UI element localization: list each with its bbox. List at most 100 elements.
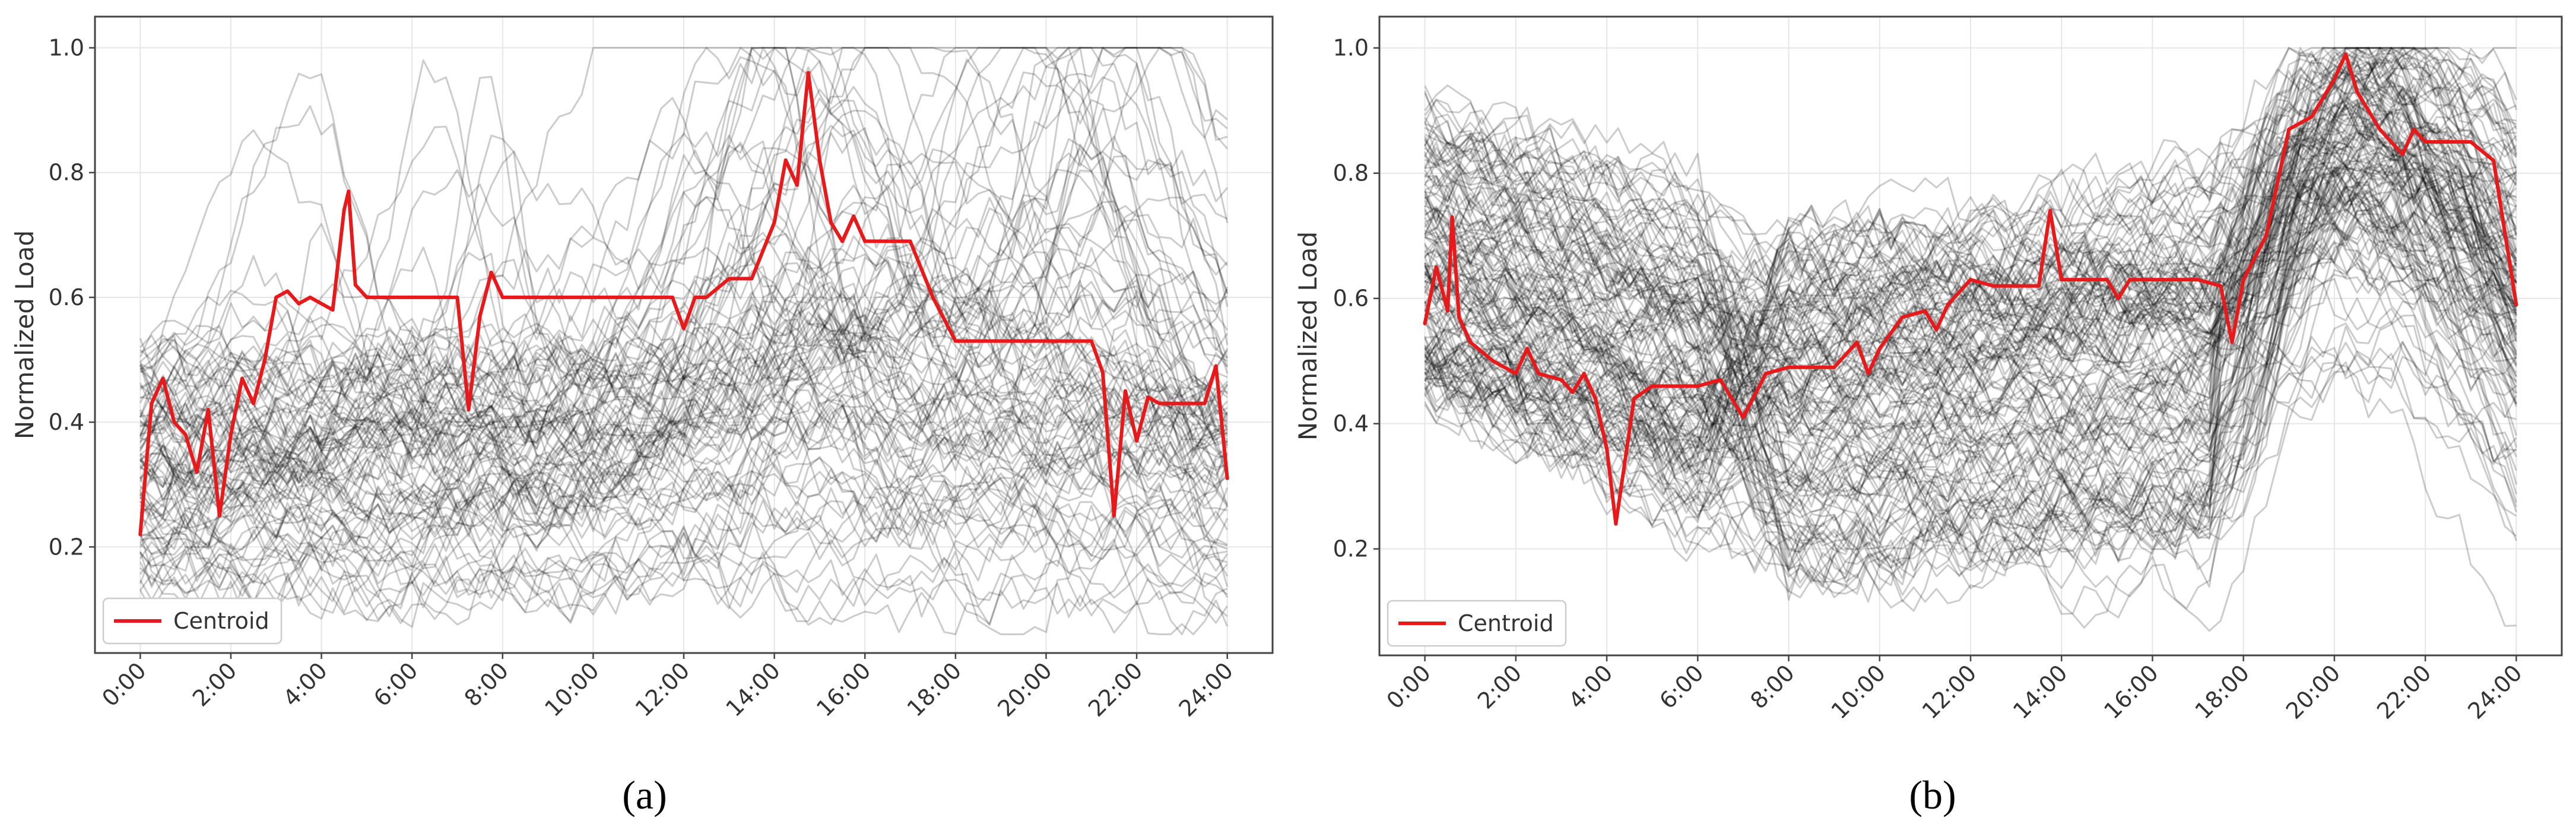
panel-a-member-curve-93 (139, 467, 1228, 624)
panel-a-centroid-point-41 (772, 220, 776, 224)
panel-a-member-curve-61 (139, 400, 1228, 626)
panel-b-centroid-point-8 (1525, 347, 1529, 351)
panel-b-member-curve-87 (1424, 159, 2517, 588)
panel-b-member-curve-109 (1424, 99, 2517, 421)
panel-a-member-curve-26 (139, 97, 1229, 463)
panel-a-centroid-point-23 (410, 295, 414, 299)
panel-b-member-curve-72 (1424, 135, 2517, 467)
panel-b-member-curve-131 (1424, 236, 2517, 494)
panel-b-centroid-point-6 (1491, 359, 1495, 363)
panel-b-centroid-point-58 (2423, 140, 2428, 144)
panel-b-member-curve-119 (1425, 71, 2517, 500)
panel-a-member-curve-85 (140, 310, 1228, 488)
panel-b-member-curve-112 (1425, 145, 2517, 385)
panel-b-member-curve-118 (1424, 104, 2517, 411)
panel-b-member-curve-4 (1424, 86, 2517, 492)
panel-a-x-tick-label-5: 10:00 (540, 657, 604, 722)
panel-b-member-curve-145 (1424, 166, 2517, 374)
panel-b-member-curve-128 (1424, 238, 2517, 558)
panel-a-member-curve-92 (139, 243, 1229, 440)
panel-b-centroid-point-48 (2241, 278, 2245, 282)
panel-a-centroid-point-26 (467, 408, 471, 412)
panel-a-member-curve-35 (139, 63, 1229, 412)
panel-a-member-curve-22 (139, 125, 1228, 416)
panel-b-member-curve-108 (1424, 47, 2517, 540)
panel-a-member-curve-56 (139, 232, 1228, 390)
panel-b-centroid-point-38 (2060, 278, 2064, 282)
panel-a-member-curve-50 (139, 201, 1228, 562)
panel-a-member-curve-57 (139, 494, 1228, 635)
panel-a-centroid-point-29 (500, 295, 505, 299)
panel-b-member-curve-126 (1424, 50, 2517, 474)
panel-a-member-curve-70 (139, 245, 1228, 470)
panel-b-member-curve-16 (1425, 184, 2517, 586)
panel-b-centroid-point-41 (2117, 296, 2120, 300)
panel-a-member-curve-4 (139, 156, 1228, 572)
panel-b-x-tick-label-12: 24:00 (2463, 660, 2527, 724)
panel-b-centroid-point-5 (1468, 340, 1473, 344)
panel-b-member-curve-101 (1424, 99, 2517, 427)
panel-b-member-curve-20 (1424, 196, 2517, 550)
panel-b-member-curve-138 (1424, 159, 2517, 366)
panel-a-centroid-point-63 (1180, 401, 1184, 405)
panel-b-member-curve-77 (1424, 163, 2517, 523)
panel-a-member-curve-63 (139, 352, 1228, 588)
panel-b-member-curve-18 (1424, 147, 2517, 336)
panel-b-member-curve-27 (1424, 47, 2517, 433)
panel-b-centroid-point-46 (2219, 284, 2223, 288)
panel-a-member-curve-30 (139, 47, 1228, 435)
panel-a-member-curve-24 (139, 196, 1228, 551)
panel-b-member-curve-146 (1424, 236, 2517, 471)
panel-b-member-curve-103 (1424, 175, 2517, 425)
panel-b-centroid-point-50 (2287, 127, 2291, 131)
panel-b-member-curve-132 (1424, 61, 2517, 554)
panel-a-member-curve-43 (139, 144, 1229, 511)
panel-b-member-curve-29 (1424, 47, 2517, 461)
panel-b-centroid-point-12 (1582, 372, 1586, 376)
panel-b-member-curve-76 (1424, 95, 2517, 436)
panel-b-centroid-point-3 (1450, 215, 1454, 219)
panel-a-member-curve-0 (139, 47, 1229, 403)
panel-b-centroid-point-29 (1901, 315, 1905, 319)
panel-b-member-curve-65 (1424, 108, 2517, 497)
panel-a-centroid-point-33 (591, 295, 595, 299)
panel-b-centroid-point-52 (2332, 77, 2336, 81)
panel-a-centroid-point-9 (240, 376, 244, 381)
panel-a-y-tick-label-2: 0.6 (49, 284, 84, 310)
panel-a-x-tick-label-6: 12:00 (630, 657, 695, 722)
panel-a-centroid-point-31 (523, 295, 527, 299)
panel-b-centroid-point-59 (2469, 140, 2473, 144)
panel-b-member-curve-69 (1424, 165, 2517, 399)
panel-a-member-curve-5 (140, 482, 1228, 579)
panel-b-member-curve-32 (1424, 220, 2517, 486)
panel-b-centroid-point-26 (1855, 340, 1859, 344)
panel-b-member-curve-64 (1424, 151, 2517, 515)
panel-a-x-tick-label-2: 4:00 (278, 657, 332, 711)
panel-a-centroid-point-36 (682, 327, 686, 331)
panel-b-member-curve-43 (1424, 135, 2517, 527)
panel-a-member-curve-87 (139, 395, 1228, 546)
panel-a-centroid-point-12 (274, 295, 278, 299)
panel-b-centroid-series (1423, 52, 2518, 526)
panel-b-member-curve-107 (1424, 172, 2517, 445)
panel-a-centroid-series (138, 71, 1229, 537)
panel-b-member-curve-38 (1424, 185, 2517, 462)
panel-b-member-curve-135 (1424, 110, 2517, 363)
panel-a-centroid-point-19 (347, 189, 351, 194)
panel-b-centroid-point-21 (1718, 378, 1722, 382)
panel-a-member-curve-59 (139, 438, 1227, 628)
panel-a-member-curve-78 (139, 191, 1228, 462)
panel-b-member-curve-30 (1424, 185, 2517, 364)
panel-a-member-curve-38 (139, 147, 1228, 444)
panel-a-member-curve-45 (139, 47, 1229, 546)
panel-b-x-tick-label-4: 8:00 (1745, 660, 1799, 714)
panel-a-centroid-point-42 (783, 158, 788, 162)
panel-a-legend-box (102, 597, 283, 645)
panel-b-member-curve-117 (1424, 47, 2517, 555)
panel-b-member-curve-93 (1424, 52, 2517, 440)
panel-b-centroid-point-53 (2344, 52, 2348, 56)
panel-b-centroid-point-37 (2048, 209, 2052, 213)
panel-b-member-curve-91 (1424, 80, 2517, 447)
panel-b-member-curve-102 (1424, 71, 2517, 355)
